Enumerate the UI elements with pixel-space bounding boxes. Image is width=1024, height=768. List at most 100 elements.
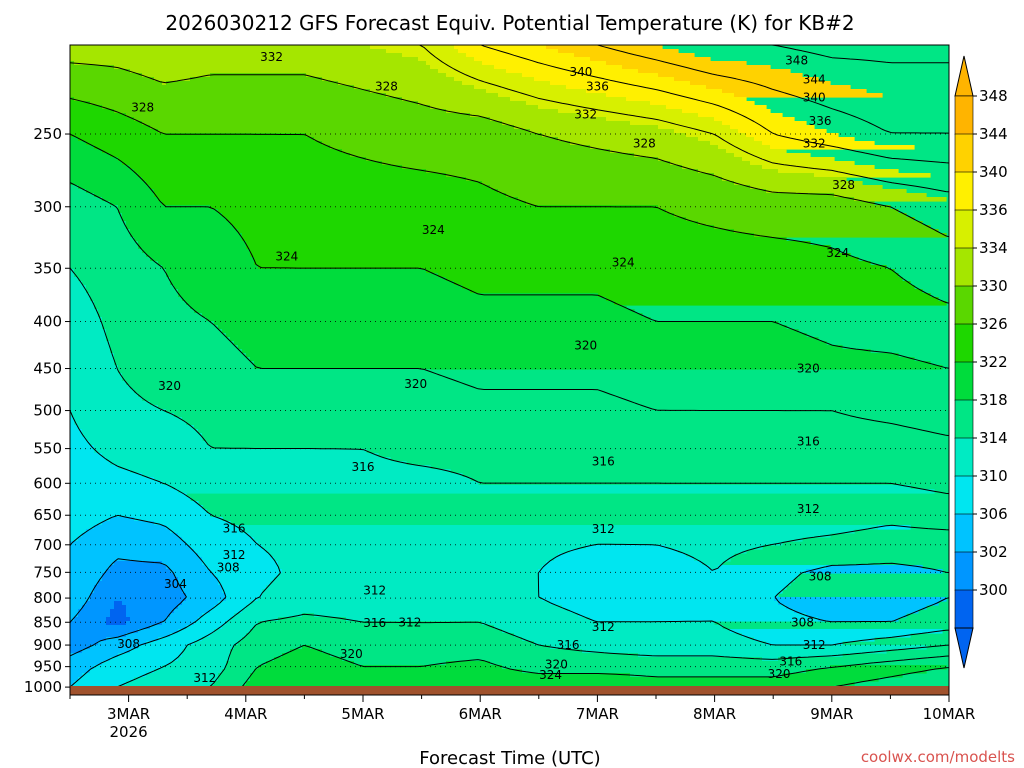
field-cell	[342, 657, 763, 662]
contour-label: 308	[809, 570, 832, 584]
field-cell	[342, 149, 611, 154]
field-cell	[118, 653, 183, 658]
field-cell	[150, 257, 255, 262]
field-cell	[110, 609, 127, 614]
field-cell	[246, 681, 855, 686]
contour-label: 308	[217, 561, 240, 575]
field-cell	[690, 81, 831, 86]
colorbar-swatch	[954, 323, 974, 363]
field-cell	[170, 529, 243, 534]
colorbar-swatch	[954, 589, 974, 629]
field-cell	[630, 121, 723, 126]
field-cell	[230, 657, 275, 662]
field-cell	[70, 257, 151, 262]
field-cell	[502, 121, 631, 126]
field-cell	[706, 85, 851, 90]
field-cell	[162, 201, 527, 206]
field-cell	[282, 653, 331, 658]
field-cell	[826, 565, 923, 570]
field-cell	[126, 221, 231, 226]
field-cell	[110, 349, 243, 354]
contour-line-324	[70, 133, 949, 695]
field-cell	[158, 129, 531, 134]
field-cell	[222, 329, 799, 334]
field-cell	[246, 245, 831, 250]
field-cell	[242, 529, 855, 534]
field-cell	[70, 185, 79, 190]
field-cell	[114, 65, 431, 70]
field-cell	[230, 653, 283, 658]
field-cell	[230, 221, 699, 226]
field-cell	[490, 185, 751, 190]
field-cell	[70, 261, 159, 266]
field-cell	[70, 545, 191, 550]
field-cell	[194, 641, 239, 646]
field-cell	[102, 521, 155, 526]
contour-label: 324	[539, 668, 562, 682]
field-cell	[70, 285, 87, 290]
field-cell	[426, 269, 895, 274]
colorbar-swatch	[954, 437, 974, 477]
plot-frame	[69, 44, 950, 696]
field-cell	[70, 105, 103, 110]
field-cell	[70, 613, 79, 618]
field-cell	[174, 285, 463, 290]
field-cell	[70, 177, 143, 182]
field-cell	[242, 609, 571, 614]
contour-label: 316	[223, 522, 246, 536]
field-cell	[714, 117, 795, 122]
field-cell	[186, 301, 615, 306]
field-cell	[734, 153, 811, 158]
field-cell	[510, 97, 627, 102]
field-cell	[550, 645, 927, 650]
contour-label: 340	[803, 90, 826, 104]
field-cell	[182, 297, 607, 302]
field-cell	[278, 561, 547, 566]
field-cell	[70, 241, 139, 246]
field-cell	[98, 581, 179, 586]
field-cell	[154, 521, 231, 526]
field-cell	[734, 181, 863, 186]
field-cell	[242, 233, 755, 238]
field-cell	[270, 581, 539, 586]
field-cell	[186, 597, 227, 602]
contour-label: 316	[363, 616, 386, 630]
contour-line-340	[481, 45, 949, 164]
field-cell	[202, 637, 243, 642]
colorbar-swatch	[954, 133, 974, 173]
field-cell	[74, 61, 427, 66]
y-tick-label: 300	[33, 198, 62, 216]
field-cell	[70, 449, 95, 454]
field-cell	[114, 561, 163, 566]
field-cell	[166, 565, 207, 570]
contour-label: 320	[340, 647, 363, 661]
field-cell	[102, 325, 219, 330]
field-cell	[714, 225, 931, 230]
contour-label: 320	[574, 339, 597, 353]
field-cell	[70, 69, 131, 74]
field-cell	[786, 605, 927, 610]
field-cell	[70, 457, 107, 462]
field-cell	[518, 197, 855, 202]
field-cell	[154, 77, 191, 82]
contour-label: 328	[131, 101, 154, 115]
field-cell	[82, 533, 179, 538]
contour-label: 348	[785, 54, 808, 68]
field-cell	[586, 545, 667, 550]
field-cell	[794, 609, 919, 614]
field-cell	[570, 549, 679, 554]
field-cell	[86, 189, 155, 194]
field-cell	[274, 577, 539, 582]
colorbar-label: 322	[979, 353, 1008, 371]
field-cell	[150, 625, 187, 630]
field-cell	[70, 493, 187, 498]
colorbar-swatch	[954, 551, 974, 591]
field-cell	[438, 69, 507, 74]
field-cell	[70, 325, 103, 330]
field-cell	[222, 585, 267, 590]
field-cell	[246, 241, 811, 246]
field-cell	[734, 229, 939, 234]
colorbar-label: 310	[979, 467, 1008, 485]
field-cell	[126, 633, 171, 638]
field-cell	[778, 657, 915, 662]
